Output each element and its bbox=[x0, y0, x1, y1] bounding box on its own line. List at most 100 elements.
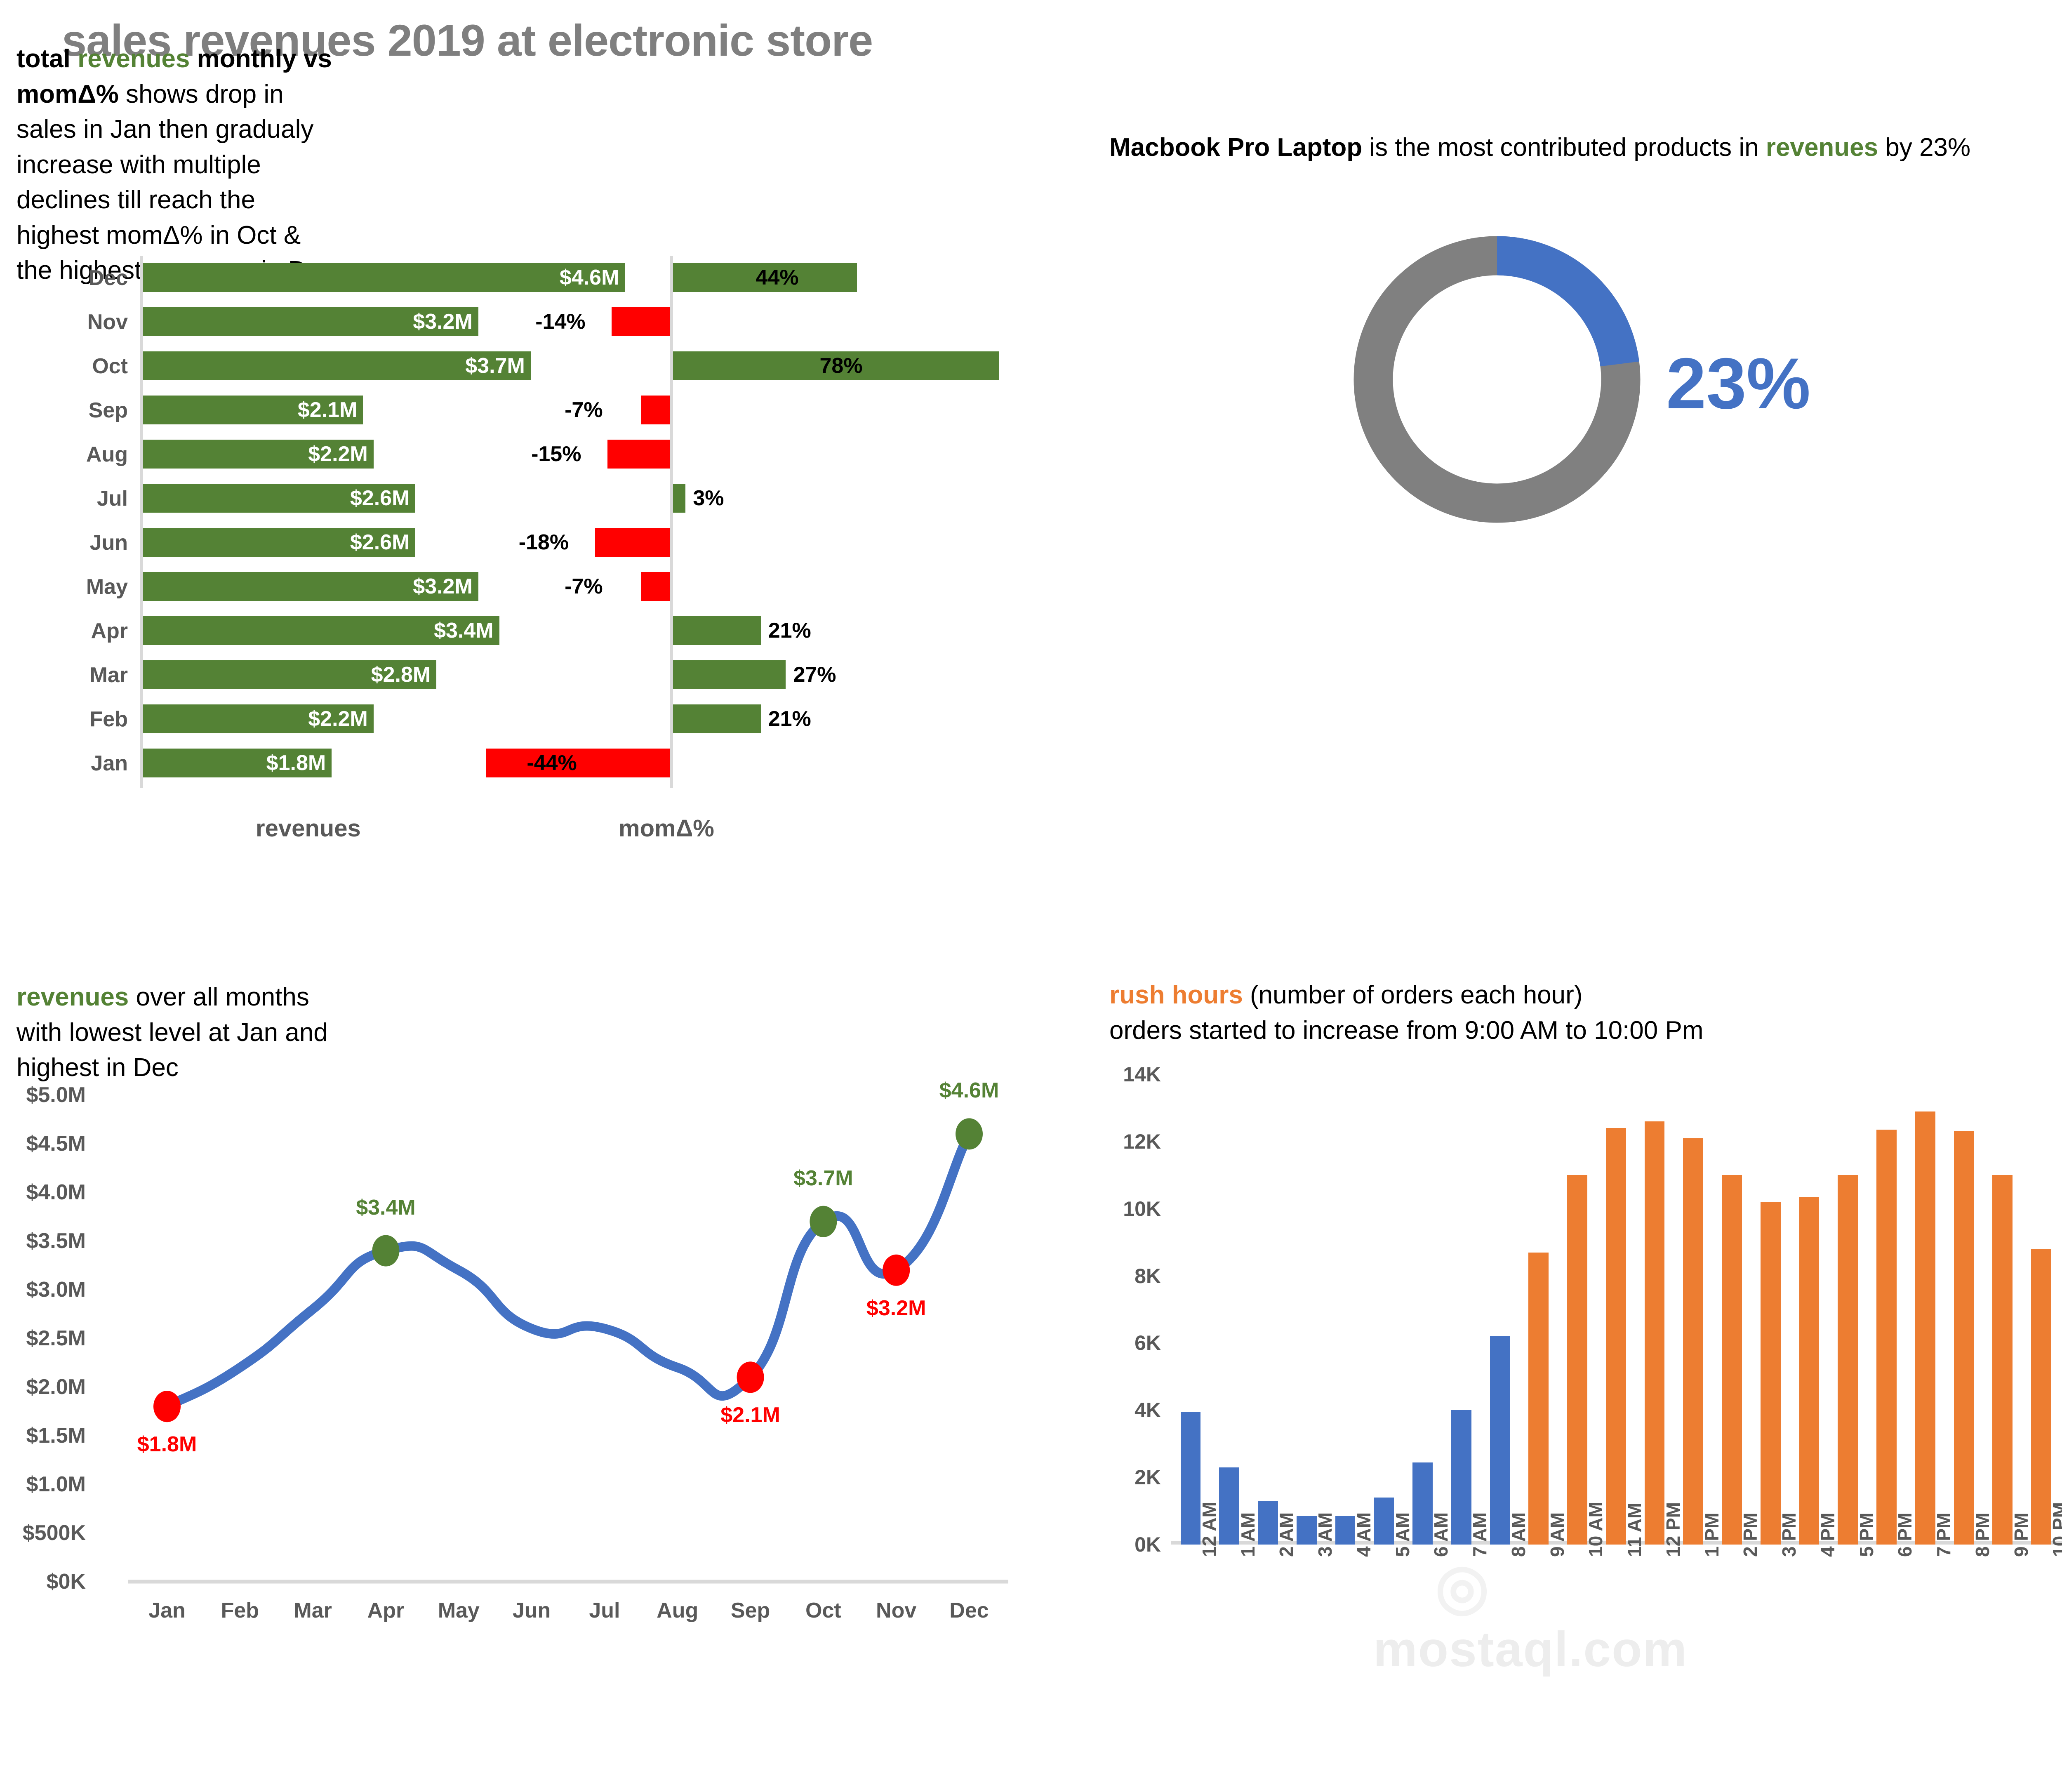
tornado-row: Jun $2.6M -18% bbox=[41, 520, 998, 565]
tornado-right-axis-line bbox=[670, 256, 673, 788]
tornado-revenue-value: $4.6M bbox=[559, 266, 619, 290]
tornado-revenue-bar: $2.6M bbox=[143, 484, 416, 513]
tornado-mom-wrapper: -7% bbox=[565, 396, 670, 424]
rush-y-tick: 12K bbox=[1123, 1130, 1161, 1153]
line-x-tick: Jan bbox=[148, 1599, 186, 1622]
rush-hour-bar bbox=[1219, 1467, 1239, 1545]
line-y-tick: $4.5M bbox=[26, 1132, 86, 1156]
rush-x-tick: 7 AM bbox=[1469, 1512, 1491, 1557]
line-x-tick: Dec bbox=[949, 1599, 989, 1622]
tornado-row: Feb $2.2M 21% bbox=[41, 697, 998, 741]
rush-hour-bar bbox=[1412, 1462, 1433, 1545]
line-x-tick: Mar bbox=[294, 1599, 332, 1622]
tornado-revenue-value: $1.8M bbox=[266, 751, 326, 775]
line-data-point bbox=[810, 1206, 837, 1237]
rush-hour-bar bbox=[1335, 1516, 1356, 1545]
rush-hour-bar bbox=[1954, 1131, 1974, 1545]
tornado-revenue-value: $2.1M bbox=[297, 398, 358, 422]
rush-hour-bar bbox=[1838, 1175, 1858, 1545]
rush-x-tick: 2 PM bbox=[1740, 1512, 1761, 1557]
tornado-mom-bar bbox=[673, 484, 686, 513]
tornado-mom-wrapper: -18% bbox=[519, 528, 670, 557]
headline-part: shows drop in sales in Jan then gradualy… bbox=[16, 80, 334, 285]
tornado-row: Mar $2.8M 27% bbox=[41, 653, 998, 697]
line-y-tick: $0K bbox=[46, 1570, 86, 1594]
tornado-mom-bar bbox=[595, 528, 670, 557]
rush-x-tick: 1 AM bbox=[1237, 1512, 1259, 1557]
rush-hour-bar bbox=[1258, 1501, 1278, 1545]
rush-hour-bar bbox=[1915, 1111, 1935, 1545]
line-data-point bbox=[883, 1254, 910, 1286]
rush-y-tick: 8K bbox=[1135, 1264, 1161, 1288]
tornado-mom-wrapper: -7% bbox=[565, 572, 670, 601]
headline-part: Macbook Pro Laptop bbox=[1109, 133, 1363, 162]
tornado-left-axis-caption: revenues bbox=[256, 815, 361, 842]
headline-line: revenues over all months with lowest lev… bbox=[16, 980, 342, 1086]
tornado-mom-bar bbox=[673, 616, 761, 645]
rush-x-tick: 5 PM bbox=[1855, 1512, 1877, 1557]
headline-part: over all months with lowest level at Jan… bbox=[16, 983, 328, 1082]
tornado-revenue-bar: $3.2M bbox=[143, 572, 478, 601]
rush-hour-bar bbox=[1180, 1412, 1201, 1545]
rush-x-tick: 1 PM bbox=[1701, 1512, 1723, 1557]
line-svg bbox=[128, 1118, 1008, 1584]
rush-x-tick: 2 AM bbox=[1276, 1512, 1297, 1557]
rush-x-tick: 4 PM bbox=[1817, 1512, 1838, 1557]
tornado-revenue-bar: $2.1M bbox=[143, 396, 363, 424]
tornado-mom-wrapper: -44% bbox=[486, 749, 670, 777]
headline-tornado: total revenues monthly vs momΔ% shows dr… bbox=[16, 41, 342, 288]
line-y-tick: $2.0M bbox=[26, 1375, 86, 1399]
rush-hour-bar bbox=[1683, 1138, 1703, 1545]
line-y-tick: $1.5M bbox=[26, 1424, 86, 1448]
tornado-right-axis-caption: momΔ% bbox=[619, 815, 714, 842]
rush-y-tick: 0K bbox=[1135, 1533, 1161, 1556]
rush-plot-area bbox=[1171, 1074, 2062, 1545]
tornado-row: Apr $3.4M 21% bbox=[41, 609, 998, 653]
tornado-revenue-bar: $1.8M bbox=[143, 749, 332, 777]
donut-svg bbox=[1353, 236, 1641, 523]
headline-part: by 23% bbox=[1878, 133, 1971, 162]
tornado-month-label: May bbox=[86, 575, 128, 599]
tornado-mom-wrapper: 21% bbox=[673, 704, 811, 733]
rush-y-tick: 2K bbox=[1135, 1466, 1161, 1489]
tornado-mom-wrapper: 3% bbox=[673, 484, 724, 513]
chart-line: $0K $500K $1.0M $1.5M $2.0M $2.5M $3.0M $3.5M $4… bbox=[12, 1070, 1023, 1714]
tornado-month-label: Jan bbox=[91, 751, 128, 775]
tornado-mom-bar bbox=[673, 263, 857, 292]
rush-hour-bar bbox=[1876, 1130, 1897, 1545]
line-x-tick: Jul bbox=[589, 1599, 620, 1622]
tornado-month-label: Apr bbox=[91, 619, 128, 643]
tornado-row: Nov $3.2M -14% bbox=[41, 300, 998, 344]
chart-rush-hours: 0K 2K 4K 6K 8K 10K 12K 14K 12 AM 1 AM 2 AM 3 AM 4 A… bbox=[1047, 1063, 2062, 1788]
rush-hour-bar bbox=[1451, 1410, 1471, 1545]
tornado-mom-wrapper: 44% bbox=[673, 263, 857, 292]
tornado-revenue-bar: $3.2M bbox=[143, 307, 478, 336]
tornado-revenue-bar: $2.2M bbox=[143, 704, 374, 733]
headline-part: revenues bbox=[1765, 133, 1878, 162]
tornado-mom-value: 3% bbox=[693, 486, 724, 510]
tornado-revenue-value: $2.2M bbox=[308, 442, 368, 466]
tornado-mom-value: -18% bbox=[518, 530, 569, 554]
headline-donut: Macbook Pro Laptop is the most contribut… bbox=[1109, 130, 2037, 165]
rush-hour-bar bbox=[1567, 1175, 1587, 1545]
panel-product-contribution: Macbook Pro Laptop is the most contribut… bbox=[1047, 0, 2062, 934]
rush-y-tick: 4K bbox=[1135, 1399, 1161, 1422]
tornado-mom-wrapper: -14% bbox=[535, 307, 670, 336]
rush-x-tick: 6 AM bbox=[1430, 1512, 1452, 1557]
line-x-tick: Jun bbox=[512, 1599, 551, 1622]
tornado-mom-value: 21% bbox=[768, 707, 811, 731]
rush-x-tick: 10 PM bbox=[2049, 1502, 2062, 1557]
tornado-row: Sep $2.1M -7% bbox=[41, 388, 998, 432]
line-data-label: $3.2M bbox=[866, 1296, 926, 1320]
tornado-revenue-bar: $3.7M bbox=[143, 351, 531, 380]
tornado-mom-value: -7% bbox=[565, 575, 603, 598]
rush-x-tick: 6 PM bbox=[1894, 1512, 1916, 1557]
tornado-revenue-bar: $2.6M bbox=[143, 528, 416, 557]
line-data-point bbox=[372, 1235, 400, 1267]
headline-part: revenues bbox=[78, 45, 190, 73]
rush-hour-bar bbox=[1644, 1121, 1665, 1545]
panel-rush-hours: rush hours (number of orders each hour) o… bbox=[1047, 934, 2062, 1792]
tornado-mom-value: -44% bbox=[527, 751, 577, 775]
tornado-mom-wrapper: 27% bbox=[673, 660, 836, 689]
